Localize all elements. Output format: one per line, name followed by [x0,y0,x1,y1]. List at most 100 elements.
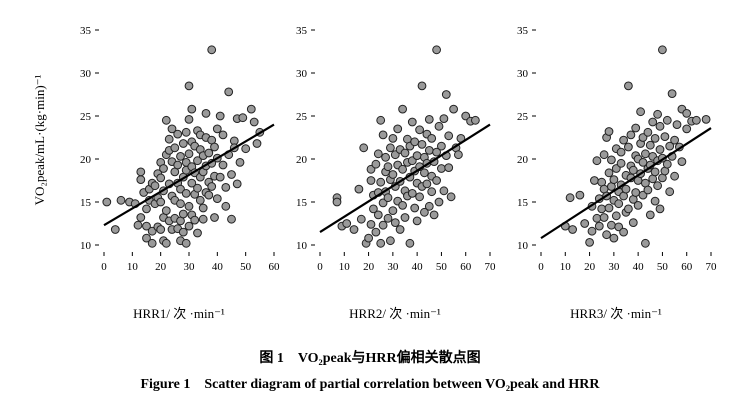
y-tick-label: 25 [296,111,308,123]
data-point [167,124,177,134]
y-tick-label: 10 [296,240,308,252]
data-point [628,218,638,228]
data-point [432,45,442,55]
data-point [643,127,653,137]
data-point [184,221,194,231]
x-tick-label: 40 [633,261,645,273]
y-tick-label: 20 [296,154,308,166]
data-point [342,219,352,228]
data-point [369,204,378,214]
data-point [383,162,393,172]
data-point [159,164,168,173]
data-point [215,172,225,182]
y-tick-label: 35 [517,25,529,37]
data-point [655,121,665,131]
y-tick-label: 15 [80,197,92,209]
data-point [232,179,242,189]
data-point [156,173,166,183]
x-axis-title: HRR3/ 次 ·min⁻¹ [570,306,662,321]
data-point [400,213,410,222]
data-point [193,228,202,238]
data-point [633,201,643,210]
y-tick-label: 30 [517,68,529,80]
data-point [565,193,575,203]
data-point [650,167,660,177]
data-point [176,184,185,194]
data-point [178,227,188,237]
data-point [381,152,391,162]
data-point [373,210,383,220]
data-point [142,221,151,231]
data-point [198,214,208,224]
data-point [626,130,636,140]
data-point [388,170,398,179]
data-point [142,233,151,243]
data-point [660,132,670,142]
data-point [364,233,374,243]
data-point [161,238,171,248]
regression-line [319,123,491,234]
data-point [670,171,679,181]
data-point [241,144,251,154]
data-point [682,124,692,134]
data-point [412,151,422,161]
data-point [210,142,219,152]
x-tick-label: 20 [155,261,167,273]
data-point [376,177,386,187]
data-point [405,238,415,248]
data-point [176,199,185,209]
data-point [249,117,259,127]
data-point [354,184,364,194]
data-point [650,134,660,143]
data-point [246,104,256,114]
data-point [422,179,432,189]
data-point [701,115,711,124]
data-point [568,225,577,234]
data-point [193,183,202,193]
data-point [446,192,456,202]
data-point [136,213,146,222]
data-point [599,150,609,160]
data-point [147,238,157,248]
data-point [604,127,614,136]
data-point [150,181,160,191]
data-point [212,194,222,204]
data-point [648,117,658,127]
data-point [184,81,194,91]
data-point [184,115,194,124]
data-point [164,134,174,144]
data-point [454,150,463,160]
data-point [645,210,655,220]
data-point [133,220,143,230]
data-point [658,45,667,55]
data-point [444,163,454,173]
data-point [441,90,451,99]
data-point [395,225,405,234]
data-point [619,227,628,237]
x-axis-title: HRR1/ 次 ·min⁻¹ [133,306,225,321]
data-point [388,134,398,143]
data-point [207,182,217,191]
data-point [417,81,427,91]
data-point [444,131,454,141]
data-point [212,124,222,134]
data-point [580,219,590,228]
data-point [585,238,594,247]
x-tick-label: 60 [681,261,693,273]
data-point [607,220,616,230]
x-tick-label: 10 [560,261,572,273]
data-point [587,226,597,236]
data-point [187,104,197,114]
data-point [672,120,682,129]
x-tick-label: 0 [317,261,323,273]
data-point [218,160,228,170]
x-tick-label: 70 [485,261,497,273]
data-point [215,111,225,121]
data-point [614,199,624,209]
data-point [616,147,626,157]
data-point [178,139,188,148]
data-point [434,121,444,131]
scatter-panel-2: 10 15 20 25 30 35 0 10 20 30 40 50 60 70 HRR2/ 次 ·min⁻… [296,25,496,321]
data-point [410,203,420,213]
